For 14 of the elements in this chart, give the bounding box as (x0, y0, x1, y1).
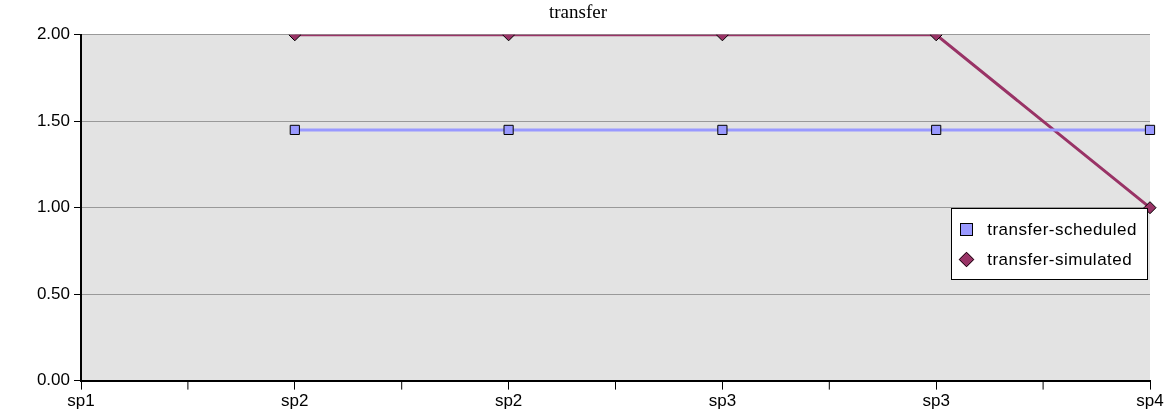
y-tick-label: 0.50 (36, 283, 70, 303)
x-tick-label: sp2 (494, 391, 523, 411)
x-tick-label: sp4 (1136, 391, 1164, 411)
x-tick-label: sp3 (922, 391, 950, 411)
legend-label: transfer-scheduled (987, 219, 1137, 240)
legend-label: transfer-simulated (987, 249, 1133, 270)
y-tick-label: 1.00 (36, 197, 70, 217)
x-tick-label: sp1 (67, 391, 95, 411)
chart-title: transfer (548, 1, 608, 23)
y-tick-label: 2.00 (36, 24, 70, 44)
y-tick-label: 1.50 (36, 110, 70, 130)
x-tick-label: sp2 (281, 391, 309, 411)
x-tick-label: sp3 (708, 391, 737, 411)
y-tick-label: 0.00 (36, 370, 70, 390)
